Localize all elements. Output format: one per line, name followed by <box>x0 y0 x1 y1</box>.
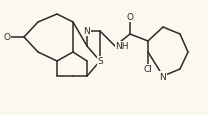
Text: S: S <box>97 57 103 66</box>
Text: Cl: Cl <box>144 65 152 74</box>
Text: O: O <box>126 13 134 22</box>
Text: N: N <box>84 27 90 36</box>
Text: O: O <box>4 33 11 42</box>
Text: NH: NH <box>115 42 129 51</box>
Text: N: N <box>160 72 166 81</box>
